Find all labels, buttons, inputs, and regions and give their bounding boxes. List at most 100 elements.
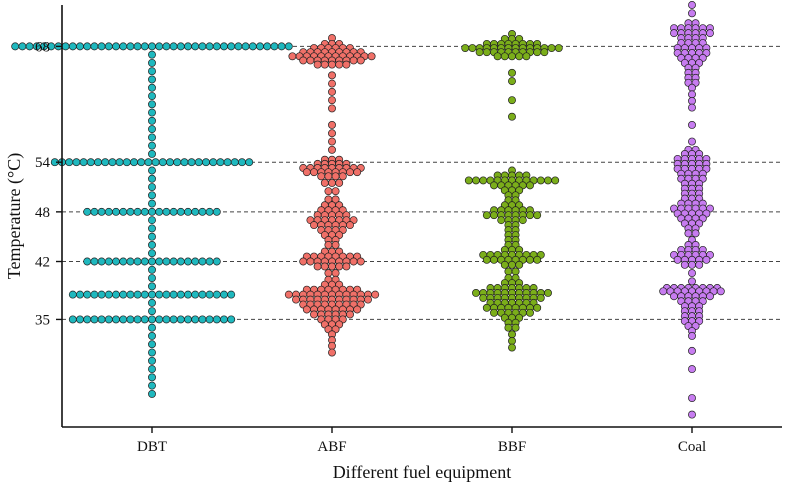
data-point <box>490 211 498 220</box>
data-point <box>688 394 696 402</box>
data-point <box>169 42 178 51</box>
data-point <box>320 178 329 187</box>
data-point <box>155 207 164 216</box>
data-point <box>61 42 70 51</box>
data-point <box>497 216 506 225</box>
data-point <box>533 255 542 264</box>
data-point <box>468 44 477 52</box>
data-point <box>148 141 156 150</box>
data-point <box>104 42 113 51</box>
data-point <box>148 389 156 398</box>
data-point <box>148 92 156 100</box>
data-point <box>691 229 700 238</box>
data-point <box>508 337 516 345</box>
data-point <box>324 187 333 196</box>
data-point <box>148 216 156 225</box>
data-point <box>547 44 556 52</box>
data-point <box>205 42 214 51</box>
data-point <box>205 257 214 266</box>
data-point <box>328 129 336 138</box>
data-point <box>544 289 552 297</box>
data-point <box>227 315 236 324</box>
data-point <box>515 260 524 269</box>
data-point <box>212 207 221 216</box>
data-point <box>162 207 171 216</box>
data-point <box>680 260 689 269</box>
data-point <box>670 292 678 301</box>
data-point <box>155 290 164 299</box>
data-point <box>148 50 156 59</box>
data-point <box>328 178 336 187</box>
data-point <box>695 260 704 269</box>
data-point <box>94 158 102 167</box>
data-point <box>356 257 365 266</box>
data-point <box>320 262 329 271</box>
data-point <box>508 96 516 105</box>
data-point <box>166 158 174 167</box>
data-point <box>500 260 509 269</box>
y-axis-ticks: 35 42 48 54 68 <box>35 39 62 328</box>
data-point <box>140 257 149 266</box>
data-point <box>511 323 520 332</box>
data-point <box>353 305 362 314</box>
data-point <box>335 178 344 187</box>
data-point <box>162 42 171 51</box>
data-point <box>482 211 491 220</box>
data-point <box>104 290 113 299</box>
data-point <box>310 310 318 319</box>
y-axis-title: Temperature (°C) <box>4 153 25 279</box>
data-point <box>158 158 167 167</box>
data-point <box>277 42 286 51</box>
data-point <box>482 303 491 312</box>
data-point <box>119 257 128 266</box>
data-point <box>198 257 207 266</box>
data-point <box>76 42 84 51</box>
data-point <box>90 257 99 266</box>
data-point <box>68 290 77 299</box>
data-point <box>97 42 106 51</box>
data-point <box>148 332 156 340</box>
data-point <box>328 79 336 88</box>
data-point <box>533 211 542 220</box>
data-point <box>688 103 696 112</box>
data-point <box>508 52 516 61</box>
data-point <box>112 315 120 324</box>
data-point <box>184 290 192 299</box>
series-ABF <box>284 34 380 357</box>
data-point <box>335 262 344 271</box>
data-point <box>90 290 99 299</box>
data-point <box>346 310 354 319</box>
data-point <box>191 42 200 51</box>
data-point <box>72 158 81 167</box>
data-points <box>11 1 725 419</box>
data-point <box>97 207 106 216</box>
data-point <box>288 52 297 61</box>
data-point <box>464 176 473 185</box>
data-point <box>126 315 135 324</box>
data-point <box>198 315 207 324</box>
data-point <box>140 42 149 51</box>
data-point <box>526 181 534 190</box>
x-axis-title: Different fuel equipment <box>333 462 512 482</box>
data-point <box>140 207 149 216</box>
data-point <box>148 207 156 216</box>
data-point <box>126 290 135 299</box>
data-point <box>331 172 340 181</box>
data-point <box>342 60 351 69</box>
data-point <box>688 269 696 278</box>
data-point <box>130 158 138 167</box>
data-point <box>148 241 156 249</box>
data-point <box>349 56 358 65</box>
data-point <box>90 207 99 216</box>
data-point <box>688 260 696 269</box>
data-point <box>148 365 156 374</box>
data-point <box>551 176 560 185</box>
data-point <box>328 121 336 129</box>
data-point <box>25 42 34 51</box>
data-point <box>688 346 696 355</box>
data-point <box>83 290 92 299</box>
x-tick-label: Coal <box>678 439 706 455</box>
data-point <box>227 290 236 299</box>
data-point <box>119 315 128 324</box>
data-point <box>112 257 120 266</box>
